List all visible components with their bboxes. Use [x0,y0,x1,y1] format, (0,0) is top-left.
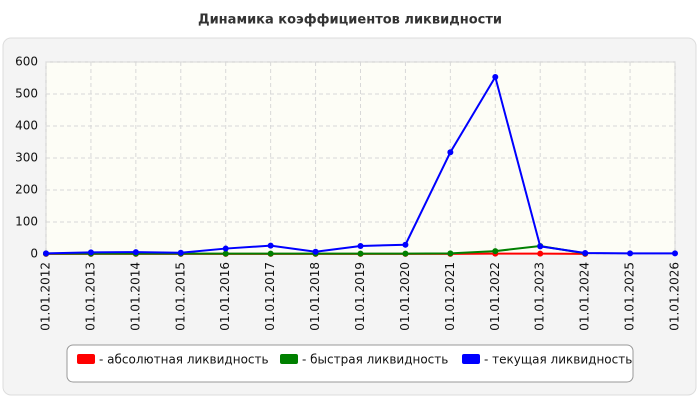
y-tick-label: 500 [15,87,38,101]
x-tick-label: 01.01.2020 [398,262,412,331]
legend-label: - текущая ликвидность [484,353,632,367]
x-tick-label: 01.01.2024 [578,262,592,331]
legend-swatch [462,354,480,364]
x-tick-label: 01.01.2022 [488,262,502,331]
y-tick-label: 600 [15,55,38,69]
point [43,250,49,257]
x-tick-label: 01.01.2026 [668,262,682,331]
point [177,249,184,256]
point [537,243,544,250]
x-tick-label: 01.01.2013 [83,262,97,331]
legend-swatch [77,354,95,364]
y-tick-label: 300 [15,151,38,165]
point [492,248,499,255]
point [357,243,364,249]
point [402,250,409,257]
y-tick-label: 400 [15,119,38,133]
point [357,250,364,257]
point [447,250,454,257]
y-tick-label: 200 [15,183,38,197]
point [537,250,544,257]
legend-label: - абсолютная ликвидность [99,353,269,367]
point [312,248,319,255]
point [222,245,229,252]
x-tick-label: 01.01.2012 [39,262,53,331]
point [447,149,454,156]
x-tick-label: 01.01.2016 [218,262,232,331]
point [222,250,229,257]
point [492,74,499,81]
point [267,250,274,257]
point [582,250,589,257]
x-tick-label: 01.01.2021 [443,262,457,331]
y-tick-label: 100 [15,215,38,229]
legend-label: - быстрая ликвидность [302,353,448,367]
chart-title: Динамика коэффициентов ликвидности [198,13,502,28]
point [672,250,678,257]
x-tick-label: 01.01.2014 [128,262,142,331]
point [267,242,274,249]
x-tick-label: 01.01.2025 [623,262,637,331]
point [627,250,634,257]
point [87,249,94,256]
legend-swatch [280,354,298,364]
point [402,241,409,248]
point [132,249,139,256]
legend [66,344,634,383]
y-tick-label: 0 [30,247,38,261]
x-tick-label: 01.01.2018 [308,262,322,331]
x-tick-label: 01.01.2015 [173,262,187,331]
x-tick-label: 01.01.2023 [533,262,547,331]
x-tick-label: 01.01.2017 [263,262,277,331]
x-tick-label: 01.01.2019 [353,262,367,331]
